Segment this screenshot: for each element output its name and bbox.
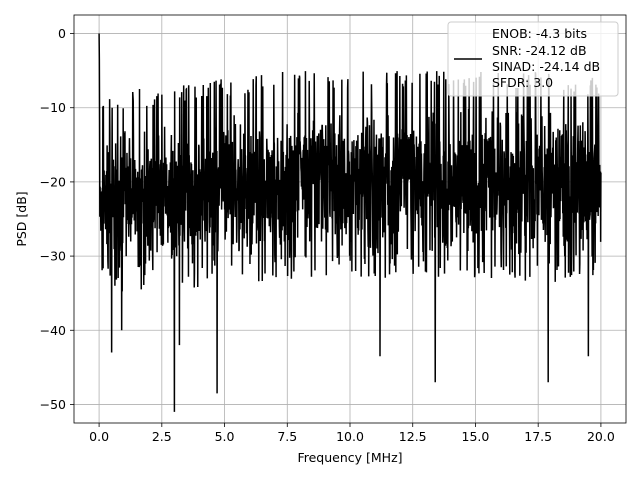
legend-enob: ENOB: -4.3 bits [492,26,587,41]
plot-area [98,33,602,412]
x-tick-label: 12.5 [399,429,427,444]
legend-box [447,21,619,97]
y-tick-label: −10 [40,100,66,115]
legend: ENOB: -4.3 bits SNR: -24.12 dB SINAD: -2… [447,21,619,97]
y-axis-ticks: 0 −10 −20 −30 −40 −50 [40,26,74,412]
x-axis-label: Frequency [MHz] [297,450,402,465]
y-tick-label: 0 [58,26,66,41]
legend-sinad: SINAD: -24.14 dB [492,59,600,74]
psd-series-line [98,33,602,412]
y-axis-label: PSD [dB] [14,191,29,246]
y-tick-label: −30 [40,249,66,264]
x-tick-label: 20.0 [587,429,615,444]
legend-snr: SNR: -24.12 dB [492,43,587,58]
x-tick-label: 0.0 [89,429,109,444]
x-tick-label: 15.0 [462,429,490,444]
x-tick-label: 17.5 [524,429,552,444]
y-tick-label: −50 [40,397,66,412]
y-tick-label: −40 [40,323,66,338]
x-tick-label: 2.5 [152,429,172,444]
x-tick-label: 5.0 [215,429,235,444]
x-axis-ticks: 0.0 2.5 5.0 7.5 10.0 12.5 15.0 17.5 20.0 [89,423,615,444]
y-tick-label: −20 [40,174,66,189]
x-tick-label: 7.5 [277,429,297,444]
legend-sfdr: SFDR: 3.0 [492,75,553,90]
x-tick-label: 10.0 [336,429,364,444]
